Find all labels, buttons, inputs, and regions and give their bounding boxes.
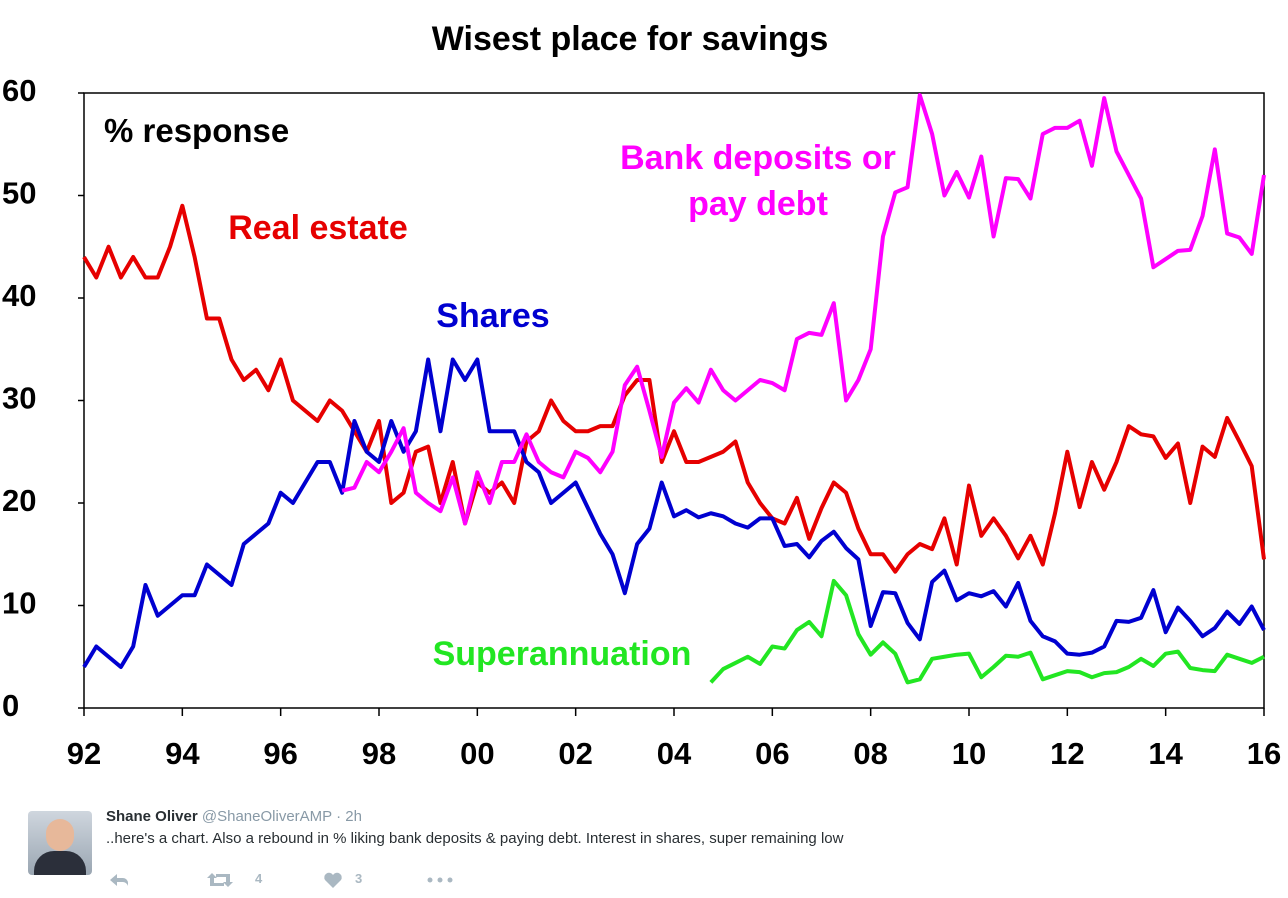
retweet-icon[interactable] [207, 873, 233, 887]
chart-title: Wisest place for savings [432, 20, 829, 58]
more-icon [447, 877, 453, 883]
x-tick-label: 94 [165, 736, 200, 771]
chart: Wisest place for savings 0 10 20 30 40 50 60 92… [2, 20, 1281, 771]
x-tick-label: 14 [1148, 736, 1183, 771]
y-tick-label: 0 [2, 688, 19, 723]
x-tick-label: 06 [755, 736, 789, 771]
series-label: Real estate [228, 209, 408, 247]
y-tick-label: 50 [2, 176, 36, 211]
x-tick-label: 92 [67, 736, 101, 771]
like-count: 3 [355, 871, 363, 886]
series-label: Shares [436, 297, 550, 335]
x-tick-label: 04 [657, 736, 692, 771]
x-tick-label: 00 [460, 736, 494, 771]
time[interactable]: · 2h [336, 808, 362, 825]
like-icon[interactable] [324, 872, 342, 888]
series-label: Bank deposits or pay debt [620, 139, 896, 223]
series-line [709, 578, 1265, 685]
annotation: % response [104, 112, 290, 149]
x-tick-label: 98 [362, 736, 396, 771]
x-tick-label: 10 [952, 736, 986, 771]
more-icon [437, 877, 443, 883]
more-icon[interactable] [427, 877, 433, 883]
x-tick-label: 96 [263, 736, 297, 771]
retweet-count: 4 [255, 871, 263, 886]
y-tick-label: 10 [2, 586, 36, 621]
tweet-text: ..here's a chart. Also a rebound in % li… [106, 830, 844, 847]
series-line [341, 93, 1266, 526]
author[interactable]: Shane Oliver [106, 808, 198, 825]
handle[interactable]: @ShaneOliverAMP [201, 808, 332, 825]
y-tick-label: 30 [2, 381, 36, 416]
x-tick-label: 08 [853, 736, 887, 771]
y-tick-label: 40 [2, 278, 36, 313]
tweet-header: Shane Oliver @ShaneOliverAMP · 2h [106, 808, 362, 825]
avatar[interactable] [28, 811, 92, 875]
series-line [82, 357, 1266, 669]
reply-icon[interactable] [110, 874, 128, 886]
series-line [82, 203, 1266, 574]
y-tick-label: 60 [2, 73, 36, 108]
x-tick-label: 02 [558, 736, 592, 771]
x-tick-label: 12 [1050, 736, 1084, 771]
x-tick-label: 16 [1247, 736, 1281, 771]
series-label: Superannuation [432, 635, 692, 673]
y-tick-label: 20 [2, 483, 36, 518]
